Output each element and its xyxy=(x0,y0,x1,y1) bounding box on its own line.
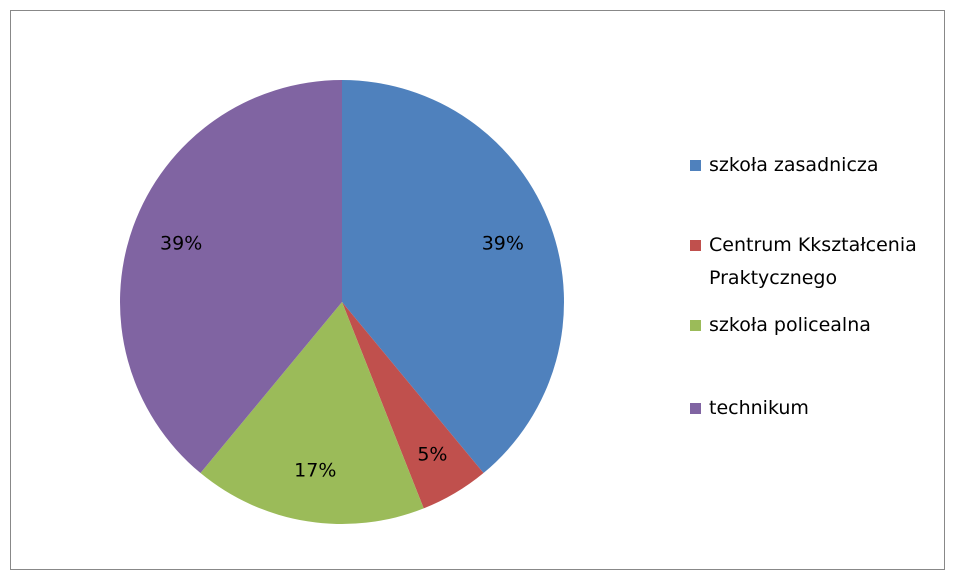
legend-label: technikum xyxy=(709,397,809,419)
legend-swatch xyxy=(690,320,701,331)
legend-swatch xyxy=(690,240,701,251)
legend-item: szkoła zasadnicza xyxy=(690,149,940,182)
legend-item: technikum xyxy=(690,392,940,425)
data-label: 17% xyxy=(294,459,336,481)
legend-label: Centrum Kkształcenia Praktycznego xyxy=(709,234,917,289)
pie-slice xyxy=(342,302,484,509)
legend-label: szkoła policealna xyxy=(709,314,871,336)
legend-swatch xyxy=(690,160,701,171)
legend-item: Centrum Kkształcenia Praktycznego xyxy=(690,229,940,295)
pie-slice xyxy=(200,302,424,524)
pie-slice xyxy=(120,80,342,474)
legend-label: szkoła zasadnicza xyxy=(709,154,879,176)
data-label: 5% xyxy=(417,443,447,465)
data-label: 39% xyxy=(482,233,524,255)
legend-swatch xyxy=(690,403,701,414)
legend-item: szkoła policealna xyxy=(690,309,940,342)
data-label: 39% xyxy=(160,233,202,255)
pie-slice xyxy=(342,80,564,474)
